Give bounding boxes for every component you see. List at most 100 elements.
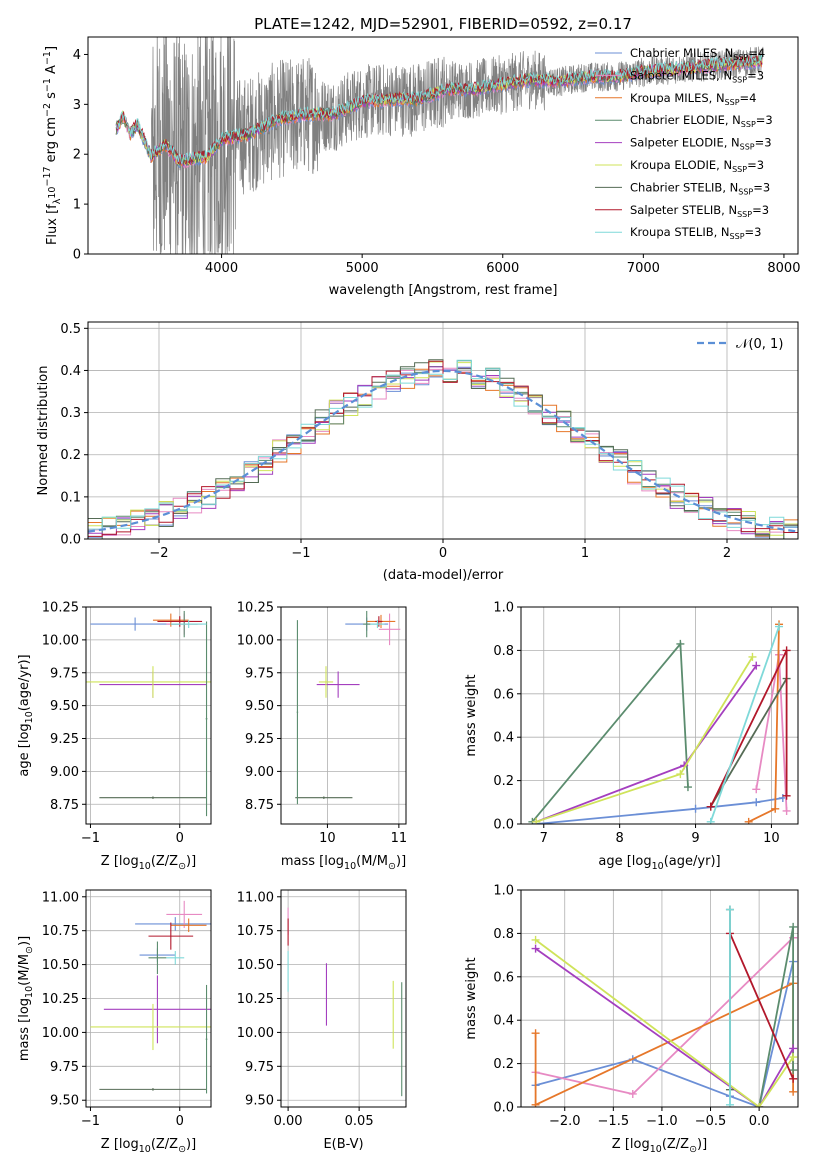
- errorbar-point: [370, 620, 385, 629]
- y-tick-label: 0.2: [60, 448, 81, 463]
- errorbar-point: [205, 984, 208, 1094]
- weight-marker: [789, 1044, 798, 1053]
- plot-area: [115, 37, 764, 254]
- y-tick-label: 10.00: [237, 1026, 274, 1041]
- y-tick-label: 8.75: [245, 798, 274, 813]
- x-axis-label: Z [log10(Z/Z⊙)]: [101, 1137, 196, 1155]
- y-tick-label: 1: [73, 198, 81, 213]
- y-tick-label: 10.00: [237, 633, 274, 648]
- y-tick-label: 9.75: [245, 666, 274, 681]
- x-axis-label: age [log10(age/yr)]: [598, 854, 720, 872]
- weight-series-line: [535, 947, 794, 1107]
- x-tick-label: 0: [176, 1114, 184, 1129]
- x-axis-label: (data-model)/error: [383, 568, 504, 583]
- y-tick-label: 11.00: [42, 890, 79, 905]
- weight-marker: [725, 1100, 734, 1107]
- x-tick-label: −2.0: [549, 1114, 581, 1129]
- errorbar-point: [157, 616, 203, 627]
- y-tick-label: 0.8: [493, 927, 514, 942]
- y-tick-label: 0.0: [493, 818, 514, 833]
- weight-marker: [676, 770, 685, 779]
- legend-entry: Chabrier MILES, NSSP=4: [630, 46, 765, 62]
- axes-frame: [520, 606, 799, 825]
- axes-age-vs-mass: 10 11 8.75 9.00 9.25 9.50 9.75 10.00 10.25 mass […: [237, 601, 407, 873]
- y-tick-label: 0.3: [60, 406, 81, 421]
- weight-marker: [789, 1074, 798, 1083]
- plot-area: [86, 610, 211, 817]
- y-tick-label: 10.75: [42, 924, 79, 939]
- y-tick-label: 10.75: [237, 924, 274, 939]
- x-tick-label: 0.0: [749, 1114, 770, 1129]
- x-tick-label: −2: [149, 546, 168, 561]
- y-tick-label: 10.00: [42, 633, 79, 648]
- y-axis-label: mass weight: [464, 957, 479, 1039]
- weight-marker: [748, 652, 757, 661]
- histogram-step: [88, 360, 798, 539]
- y-tick-label: 8.75: [50, 798, 79, 813]
- weight-series-line: [536, 797, 783, 824]
- histogram-step: [88, 359, 798, 539]
- x-tick-label: 4000: [205, 261, 238, 276]
- legend-entry: Chabrier ELODIE, NSSP=3: [630, 113, 773, 129]
- y-tick-label: 10.25: [237, 992, 274, 1007]
- y-axis-label: Normed distribution: [36, 366, 51, 496]
- histogram-step: [88, 361, 798, 539]
- x-axis-label: E(B-V): [323, 1137, 363, 1152]
- x-tick-label: 1: [581, 546, 589, 561]
- y-tick-label: 0.6: [493, 687, 514, 702]
- y-tick-label: 4: [73, 48, 81, 63]
- y-tick-label: 11.00: [237, 890, 274, 905]
- y-tick-label: 0.1: [60, 490, 81, 505]
- weight-marker: [789, 922, 798, 931]
- x-tick-label: −1: [81, 1114, 100, 1129]
- y-axis-label: mass [log10(M/M⊙)]: [17, 936, 35, 1061]
- errorbar-point: [166, 951, 185, 965]
- errorbar-point: [135, 917, 211, 931]
- plot-area: [295, 610, 401, 805]
- weight-marker: [706, 817, 715, 824]
- weight-series-line: [709, 626, 780, 823]
- weight-marker: [676, 639, 685, 648]
- figure-title: PLATE=1242, MJD=52901, FIBERID=0592, z=0…: [254, 15, 632, 33]
- y-axis-label: Flux [fλ10−17 erg cm−2 s−1 A−1]: [42, 46, 63, 245]
- axes-frame: [85, 606, 212, 825]
- errorbar-point: [295, 796, 353, 800]
- errorbar-point: [318, 666, 334, 698]
- y-axis-label: age [log10(age/yr)]: [17, 654, 35, 776]
- weight-series-line: [748, 624, 780, 823]
- weight-series-line: [531, 641, 689, 823]
- weight-marker: [683, 783, 692, 792]
- y-tick-label: 10.25: [42, 601, 79, 616]
- weight-marker: [789, 1087, 798, 1096]
- errorbar-point: [103, 975, 211, 1044]
- axes-mass-vs-Z: −1 0 9.50 9.75 10.00 10.25 10.50 10.75 11.00 Z [l…: [17, 889, 212, 1155]
- spectrum-model-line: [115, 54, 763, 165]
- errorbar-point: [99, 796, 207, 800]
- y-tick-label: 0.6: [493, 970, 514, 985]
- y-tick-label: 10.25: [237, 601, 274, 616]
- weight-marker: [531, 1100, 540, 1107]
- weight-series-line: [535, 665, 758, 823]
- errorbar-point: [90, 617, 180, 631]
- weight-marker: [725, 905, 734, 914]
- x-tick-label: 2: [723, 546, 731, 561]
- y-tick-label: 0.4: [493, 731, 514, 746]
- weight-marker: [752, 798, 761, 807]
- histogram-step: [88, 359, 798, 539]
- y-tick-label: 9.25: [50, 732, 79, 747]
- x-tick-label: 7000: [627, 261, 660, 276]
- x-tick-label: 0.05: [345, 1114, 374, 1129]
- y-tick-label: 9.50: [50, 1094, 79, 1109]
- x-tick-label: −1.5: [598, 1114, 630, 1129]
- axes-frame: [280, 606, 407, 825]
- weight-series-line: [729, 933, 794, 1080]
- weight-marker: [531, 1029, 540, 1038]
- plot-area: [531, 905, 798, 1107]
- y-tick-label: 9.50: [245, 1094, 274, 1109]
- legend-entry: Kroupa ELODIE, NSSP=3: [630, 158, 764, 174]
- axes-weight-vs-age: 7 8 9 10 0.0 0.2 0.4 0.6 0.8 1.0 age [log10(age/yr…: [464, 601, 799, 872]
- y-tick-label: 9.50: [245, 699, 274, 714]
- y-tick-label: 0.0: [60, 533, 81, 548]
- legend-entry: Salpeter STELIB, NSSP=3: [630, 203, 769, 219]
- weight-marker: [771, 804, 780, 813]
